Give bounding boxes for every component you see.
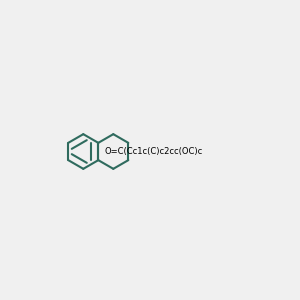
- Text: O=C(Cc1c(C)c2cc(OC)c: O=C(Cc1c(C)c2cc(OC)c: [105, 147, 203, 156]
